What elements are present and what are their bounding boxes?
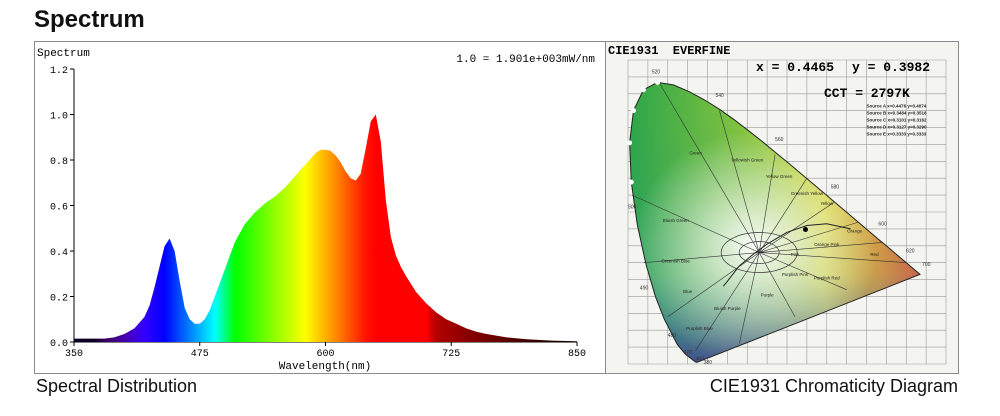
cie-region-line [758, 178, 808, 253]
cie-locus-label: 620 [906, 249, 915, 255]
spectrum-x-tick-label: 725 [442, 349, 460, 360]
cie-region-lines [631, 83, 907, 351]
cie-region-label: Bluish Green [663, 218, 690, 223]
cie-region-label: Greenish Yellow [791, 191, 824, 196]
cie-locus-dot [628, 179, 634, 185]
spectrum-y-tick-label: 0.0 [50, 339, 68, 350]
cie-locus-label: 540 [715, 93, 724, 99]
cie-region-labels: Green Yellowish Green Yellow Green Greenish… [661, 151, 879, 332]
caption-cie-diagram: CIE1931 Chromaticity Diagram [709, 376, 958, 396]
spectrum-y-tick-label: 0.2 [50, 294, 68, 305]
cie-region-line [695, 252, 760, 351]
cie-region-line [643, 252, 760, 263]
spectrum-ylabel: Spectrum [37, 48, 90, 60]
cie-y-value: y = 0.3982 [852, 60, 930, 75]
cie-region-label: Green [689, 151, 702, 156]
spectrum-xlabel: Wavelength(nm) [279, 361, 371, 373]
spectrum-y-tick-label: 0.8 [50, 157, 68, 168]
caption-spectral-distribution: Spectral Distribution [36, 376, 198, 396]
spectrum-y-tick-label: 0.6 [50, 203, 68, 214]
cie-region-label: Blue [683, 289, 693, 294]
cie-locus-label: 380 [704, 360, 713, 366]
cie-locus-dot [640, 87, 646, 93]
spectrum-x-tick-label: 350 [65, 349, 83, 360]
spectrum-y-tick-label: 0.4 [50, 248, 68, 259]
cie-white-center [738, 241, 780, 264]
cie-locus-dot [627, 140, 633, 146]
spectrum-area [74, 114, 577, 342]
cie-source-entry: Source B x=0.3484 y=0.3516 [867, 110, 928, 115]
cie-region-label: Yellowish Green [731, 157, 764, 162]
cie-region-label: Purplish Blue [686, 326, 713, 331]
cie-locus-label: 500 [628, 205, 637, 211]
cie-region-label: Yellow [820, 201, 834, 206]
cie-region-label: Yellow Green [766, 174, 793, 179]
cie-region-line [759, 252, 907, 263]
spectrum-x-tick-label: 475 [191, 349, 209, 360]
cie-locus-label: 480 [668, 333, 677, 339]
cie-region-label: Orange Pink [814, 242, 840, 247]
cie-region-label: Pink [791, 252, 801, 257]
cie-source-list: Source A x=0.4476 y=0.4074 Source B x=0.3… [867, 103, 928, 136]
cie-source-entry: Source D x=0.3127 y=0.3290 [867, 124, 928, 129]
cie-region-label: Purplish Pink [782, 272, 809, 277]
cie-region-line [759, 242, 883, 253]
cie-source-entry: Source E x=0.3333 y=0.3333 [867, 131, 927, 136]
spectrum-ticks: 0.0 0.2 0.4 0.6 0.8 1.0 1.2 350 475 600 725 850 [50, 66, 586, 360]
cie-region-line [758, 154, 776, 253]
spectrum-scale-annotation: 1.0 = 1.901e+003mW/nm [456, 54, 595, 66]
cie-region-label: Red [870, 252, 879, 257]
cie-locus-label: 470 [684, 350, 693, 356]
cie-region-label: Purplish Red [814, 276, 840, 281]
cie-locus-label: 700 [922, 262, 931, 268]
cie-planckian-locus [723, 223, 851, 287]
cie-locus-dot [631, 108, 637, 114]
cie-source-entry: Source A x=0.4476 y=0.4074 [867, 103, 927, 108]
cie-source-entry: Source C x=0.3101 y=0.3162 [867, 117, 928, 122]
spectrum-chart: 0.0 0.2 0.4 0.6 0.8 1.0 1.2 350 475 600 725 850 Spe… [37, 48, 595, 373]
spectrum-x-tick-label: 850 [568, 349, 586, 360]
cie-locus-label: 520 [652, 70, 661, 76]
cie-locus-label: 460 [696, 357, 705, 363]
cie-x-value: x = 0.4465 [756, 60, 834, 75]
spectrum-x-tick-label: 600 [316, 349, 334, 360]
cie-locus-label: 600 [878, 222, 887, 228]
cie-region-line [667, 252, 760, 317]
cie-region-label: Orange [847, 228, 863, 233]
cie-region-line [759, 252, 847, 290]
cie-region-line [631, 194, 760, 253]
page-title: Spectrum [34, 6, 145, 33]
cie-title: CIE1931 EVERFINE [608, 44, 730, 58]
spectrum-y-tick-label: 1.2 [50, 66, 68, 77]
cie-region-line [719, 110, 760, 253]
cie-locus-label: 490 [640, 286, 649, 292]
cie-cct-value: CCT = 2797K [824, 86, 910, 101]
cie-region-label: Bluish Purple [714, 306, 741, 311]
cie-spectral-locus [629, 81, 921, 363]
cie-locus-label: 580 [831, 184, 840, 190]
cie-white-region [720, 232, 798, 273]
cie-locus-dots [627, 79, 661, 185]
cie-region-line [739, 252, 760, 344]
cie-diagram: 520540560580600620700500490480470460380 … [606, 42, 958, 373]
panel-divider [605, 41, 606, 374]
cie-locus-dot [655, 79, 661, 85]
cie-measured-point [802, 226, 808, 232]
cie-locus-label: 560 [775, 137, 784, 143]
cie-region-label: Purple [761, 292, 775, 297]
spectrum-y-tick-label: 1.0 [50, 112, 68, 123]
cie-region-label: Greenish Blue [661, 259, 690, 264]
cie-region-line [659, 83, 760, 253]
